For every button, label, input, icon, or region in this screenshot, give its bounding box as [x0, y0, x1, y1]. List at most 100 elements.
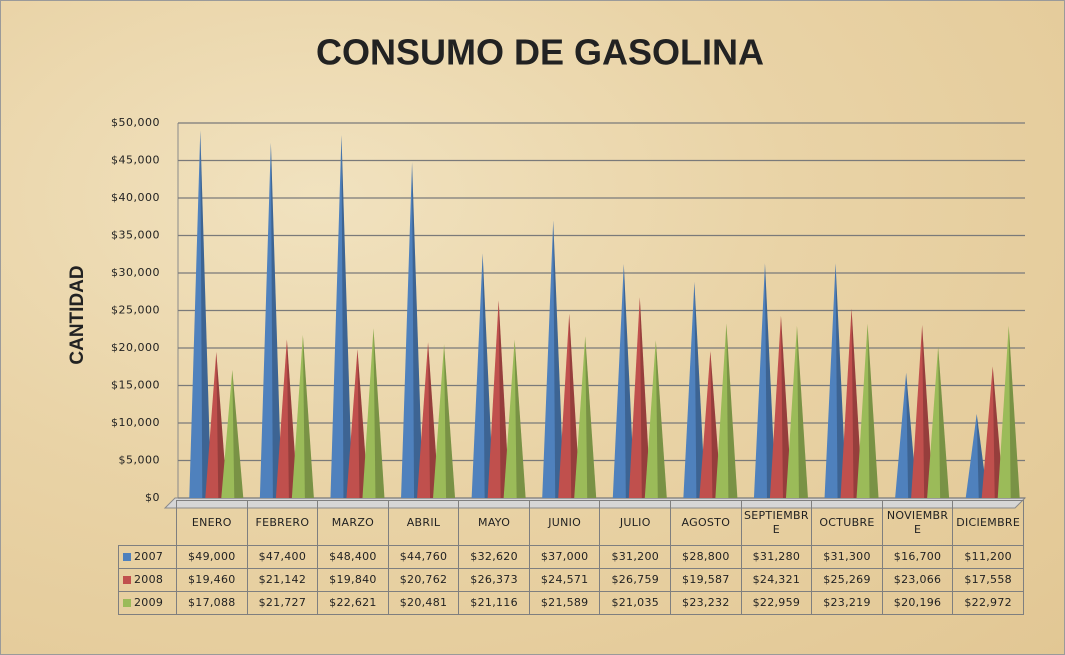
table-row: 2007 $49,000 $47,400 $48,400 $44,760 $32,620 $… [118, 545, 1024, 569]
x-tick-label: DICIEMBRE [952, 500, 1024, 546]
cone-shade [655, 340, 667, 498]
table-value: $19,840 [317, 568, 389, 592]
cone-face [683, 282, 706, 498]
table-value: $26,373 [458, 568, 530, 592]
cone-face [205, 352, 228, 498]
table-value: $23,219 [811, 591, 883, 615]
table-value: $23,066 [881, 568, 954, 592]
y-tick-label: $40,000 [111, 191, 160, 204]
legend-entry: 2009 [118, 591, 177, 615]
cone-face [997, 325, 1020, 498]
table-value: $20,481 [387, 591, 460, 615]
x-tick-label: FEBRERO [246, 500, 319, 546]
cone-shade [694, 282, 706, 498]
table-value: $22,959 [740, 591, 813, 615]
cone [487, 300, 510, 498]
cone-shade [341, 135, 353, 498]
cone [644, 340, 667, 498]
cone-face [346, 349, 369, 498]
cone-shade [482, 253, 494, 498]
cone-face [471, 253, 494, 498]
cone [259, 142, 282, 498]
y-axis-title: CANTIDAD [67, 265, 88, 364]
table-value: $20,196 [881, 591, 954, 615]
y-tick-label: $10,000 [111, 416, 160, 429]
cone-face [417, 342, 440, 498]
cone-face [487, 300, 510, 498]
cone-shade [200, 130, 212, 498]
cone-face [753, 263, 776, 498]
cone [997, 325, 1020, 498]
cone-shade [835, 263, 847, 498]
cone [503, 339, 526, 498]
cone-shade [1008, 325, 1020, 498]
cone [362, 328, 385, 498]
table-value: $16,700 [881, 545, 954, 569]
cone-face [927, 346, 950, 498]
cone-face [981, 366, 1004, 498]
cone-shade [764, 263, 776, 498]
table-value: $22,621 [317, 591, 389, 615]
x-tick-label: MARZO [317, 500, 389, 546]
cone-face [259, 142, 282, 498]
cone-face [840, 308, 863, 498]
cone-shade [302, 335, 314, 498]
table-value: $24,321 [740, 568, 813, 592]
cone [683, 282, 706, 498]
y-tick-label: $25,000 [111, 304, 160, 317]
legend-swatch [123, 576, 131, 584]
x-tick-label: ABRIL [387, 500, 460, 546]
legend-label: 2008 [134, 573, 164, 586]
cone-face [911, 325, 934, 498]
cone [824, 263, 847, 498]
table-value: $22,972 [952, 591, 1024, 615]
cone-face [785, 325, 808, 498]
cone-shade [373, 328, 385, 498]
x-tick-label: OCTUBRE [811, 500, 883, 546]
legend-swatch [123, 553, 131, 561]
table-value: $48,400 [317, 545, 389, 569]
table-value: $31,200 [599, 545, 672, 569]
cone-face [699, 351, 722, 498]
table-value: $20,762 [387, 568, 460, 592]
cone [715, 323, 738, 498]
table-value: $25,269 [811, 568, 883, 592]
table-value: $21,035 [599, 591, 672, 615]
legend-swatch [123, 599, 131, 607]
cone-face [362, 328, 385, 498]
table-value: $47,400 [246, 545, 319, 569]
table-value: $31,300 [811, 545, 883, 569]
table-corner [118, 500, 177, 546]
cone [574, 336, 597, 498]
table-value: $19,587 [670, 568, 742, 592]
y-tick-label: $30,000 [111, 266, 160, 279]
cone [927, 346, 950, 498]
cone-shade [498, 300, 510, 498]
table-row: 2009 $17,088 $21,727 $22,621 $20,481 $21,116 $… [118, 591, 1024, 615]
table-value: $17,088 [176, 591, 248, 615]
cone-shade [514, 339, 526, 498]
cone [221, 369, 244, 498]
cone-face [965, 414, 988, 498]
table-value: $32,620 [458, 545, 530, 569]
cone-face [221, 369, 244, 498]
cone-shade [639, 297, 651, 498]
table-value: $28,800 [670, 545, 742, 569]
x-tick-label: NOVIEMBRE [881, 500, 954, 546]
table-row: 2008 $19,460 $21,142 $19,840 $20,762 $26,373 $… [118, 568, 1024, 592]
cone [981, 366, 1004, 498]
x-tick-label: AGOSTO [670, 500, 742, 546]
table-header-row: ENERO FEBRERO MARZO ABRIL MAYO JUNIO JULIO AGOS… [118, 500, 1024, 546]
cone-face [769, 315, 792, 498]
table-value: $23,232 [670, 591, 742, 615]
cone-face [574, 336, 597, 498]
cone [785, 325, 808, 498]
cone-shade [992, 366, 1004, 498]
y-tick-label: $45,000 [111, 154, 160, 167]
cone-face [189, 130, 212, 498]
cone-shade [444, 344, 456, 498]
cone [471, 253, 494, 498]
cone [753, 263, 776, 498]
cone-face [291, 335, 314, 498]
